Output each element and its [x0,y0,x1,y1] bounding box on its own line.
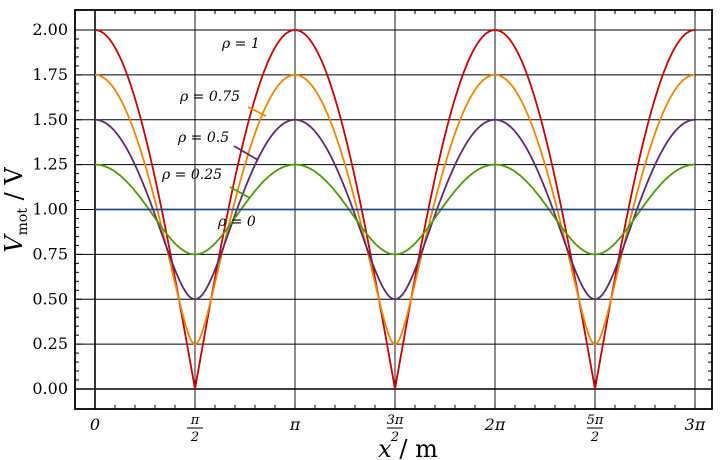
data-curves [94,29,696,390]
x-tick-label: 3π [685,415,706,434]
series-line-1 [94,73,696,346]
x-tick-label-numerator: π [190,413,200,428]
x-tick-label-numerator: 5π [587,413,604,428]
label-leader-lines [229,106,267,199]
y-tick-label: 1.75 [32,65,68,84]
x-tick-label: 0 [90,415,100,434]
x-tick-label-denominator: 2 [590,430,599,445]
x-tick-fraction: 3π2 [387,413,404,445]
y-axis-subscript: mot [15,208,31,236]
x-axis-unit: / m [392,435,438,460]
y-tick-label: 1.50 [32,110,68,129]
y-axis-label: Vmot / V [0,167,31,253]
y-tick-label: 1.25 [32,155,68,174]
series-label-0: ρ = 1 [221,36,260,52]
y-tick-label: 0.25 [32,334,68,353]
y-axis-unit: / V [0,167,28,208]
series-line-3 [95,163,695,256]
series-label-4: ρ = 0 [217,214,256,230]
x-tick-label-numerator: 3π [387,413,404,428]
y-axis-variable: V [0,233,28,253]
x-tick-label-denominator: 2 [390,430,399,445]
leader-line-2 [233,145,259,161]
y-tick-label: 1.00 [32,200,68,219]
series-label-3: ρ = 0.25 [161,167,222,183]
x-tick-label-denominator: 2 [190,430,199,445]
y-tick-label: 0.75 [32,244,68,263]
leader-line-1 [247,106,267,117]
y-tick-label: 2.00 [32,20,68,39]
y-tick-label: 0.50 [32,289,68,308]
x-axis-variable: x [378,435,392,460]
y-tick-labels: 0.00 0.25 0.50 0.75 1.00 1.25 1.50 1.75 2.00 [32,20,68,398]
x-tick-label: π [289,415,301,434]
axis-ticks [75,10,712,409]
x-axis-label: x / m [378,435,438,460]
series-line-0 [94,29,696,390]
series-label-2: ρ = 0.5 [177,130,229,146]
series-label-1: ρ = 0.75 [179,89,240,105]
series-line-2 [94,118,696,301]
x-tick-label: 2π [484,415,506,434]
leader-line-3 [229,186,251,199]
x-tick-fraction: 5π2 [587,413,604,445]
series-labels: ρ = 1 ρ = 0.75 ρ = 0.5 ρ = 0.25 ρ = 0 [161,36,260,230]
y-tick-label: 0.00 [32,379,68,398]
x-tick-fraction: π2 [187,413,204,445]
